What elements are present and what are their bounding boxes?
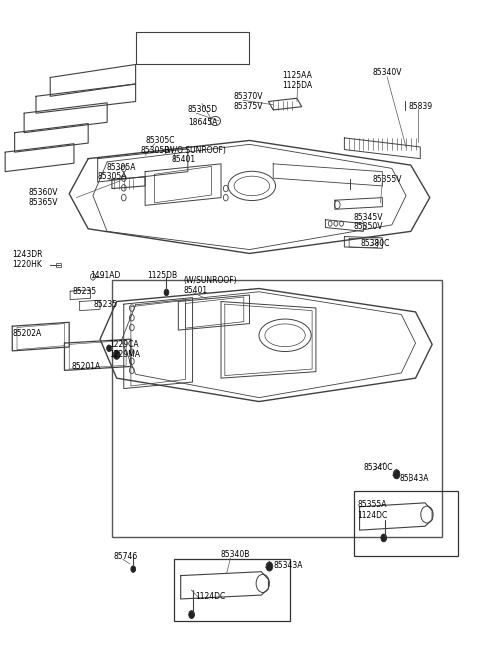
Circle shape	[266, 562, 273, 571]
Bar	[354, 491, 458, 556]
Text: 85350V: 85350V	[354, 222, 384, 231]
Text: 85375V: 85375V	[233, 102, 263, 111]
Text: 1229CA: 1229CA	[109, 340, 139, 349]
Text: 85401: 85401	[183, 286, 207, 295]
Text: 1491AD: 1491AD	[91, 271, 121, 280]
Text: 85305A: 85305A	[97, 172, 127, 181]
Text: 1125AA: 1125AA	[283, 71, 312, 80]
Circle shape	[381, 534, 386, 542]
Text: 85380C: 85380C	[361, 238, 390, 248]
Text: 85340C: 85340C	[363, 463, 393, 472]
Text: 85355V: 85355V	[373, 175, 402, 184]
Text: 1124DC: 1124DC	[358, 512, 388, 520]
Text: 85305B: 85305B	[140, 145, 170, 155]
Text: 85746: 85746	[113, 552, 138, 561]
Text: 18645A: 18645A	[188, 118, 217, 127]
Text: 85343A: 85343A	[399, 474, 429, 483]
Text: 85360V: 85360V	[29, 188, 59, 197]
Text: 85340V: 85340V	[373, 68, 402, 77]
Text: 85370V: 85370V	[233, 92, 263, 101]
Circle shape	[107, 345, 111, 352]
Text: 1125DB: 1125DB	[147, 271, 177, 280]
Text: 85201A: 85201A	[71, 362, 100, 371]
Circle shape	[164, 290, 169, 295]
Text: 1124DC: 1124DC	[195, 592, 226, 601]
Bar	[174, 559, 290, 621]
Text: 1125DA: 1125DA	[283, 81, 313, 90]
Bar	[56, 263, 60, 267]
Text: 1220HK: 1220HK	[12, 260, 42, 269]
Text: (W/SUNROOF): (W/SUNROOF)	[183, 276, 237, 285]
Text: 85365V: 85365V	[29, 198, 59, 207]
Circle shape	[189, 610, 194, 618]
Circle shape	[393, 470, 400, 479]
Text: 85401: 85401	[172, 155, 196, 164]
Text: 85305C: 85305C	[145, 136, 175, 145]
Text: 85235: 85235	[73, 287, 97, 295]
Text: (W/O SUNROOF): (W/O SUNROOF)	[164, 145, 226, 155]
Text: 85305D: 85305D	[188, 105, 218, 115]
Text: 85839: 85839	[408, 102, 432, 111]
Circle shape	[131, 566, 136, 572]
Text: 85235: 85235	[94, 299, 118, 309]
Text: 85202A: 85202A	[12, 329, 41, 339]
Text: 85343A: 85343A	[273, 561, 303, 570]
Bar	[112, 280, 442, 536]
Text: 85345V: 85345V	[354, 213, 384, 221]
Circle shape	[113, 350, 120, 360]
Text: 85340B: 85340B	[220, 550, 250, 559]
Text: 1229MA: 1229MA	[109, 350, 140, 359]
Text: 1243DR: 1243DR	[12, 250, 43, 259]
Text: 85305A: 85305A	[106, 162, 136, 172]
Text: 85355A: 85355A	[358, 500, 387, 509]
